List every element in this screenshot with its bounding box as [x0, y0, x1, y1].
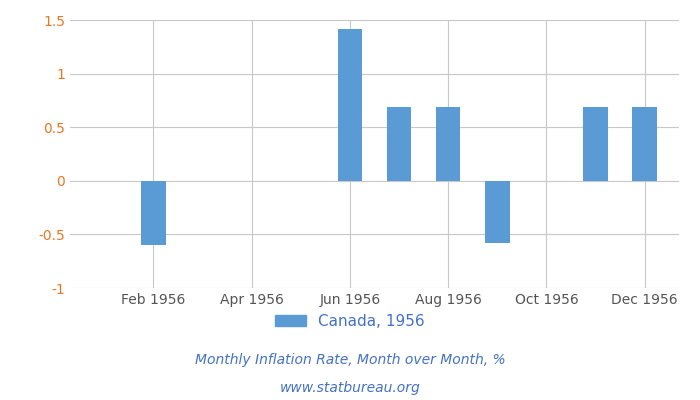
Bar — [583, 107, 608, 181]
Legend: Canada, 1956: Canada, 1956 — [270, 308, 430, 335]
Bar — [436, 107, 461, 181]
Bar — [141, 181, 166, 245]
Bar — [632, 107, 657, 181]
Text: www.statbureau.org: www.statbureau.org — [279, 381, 421, 395]
Bar — [387, 107, 412, 181]
Bar — [337, 28, 362, 181]
Bar — [485, 181, 510, 243]
Text: Monthly Inflation Rate, Month over Month, %: Monthly Inflation Rate, Month over Month… — [195, 353, 505, 367]
